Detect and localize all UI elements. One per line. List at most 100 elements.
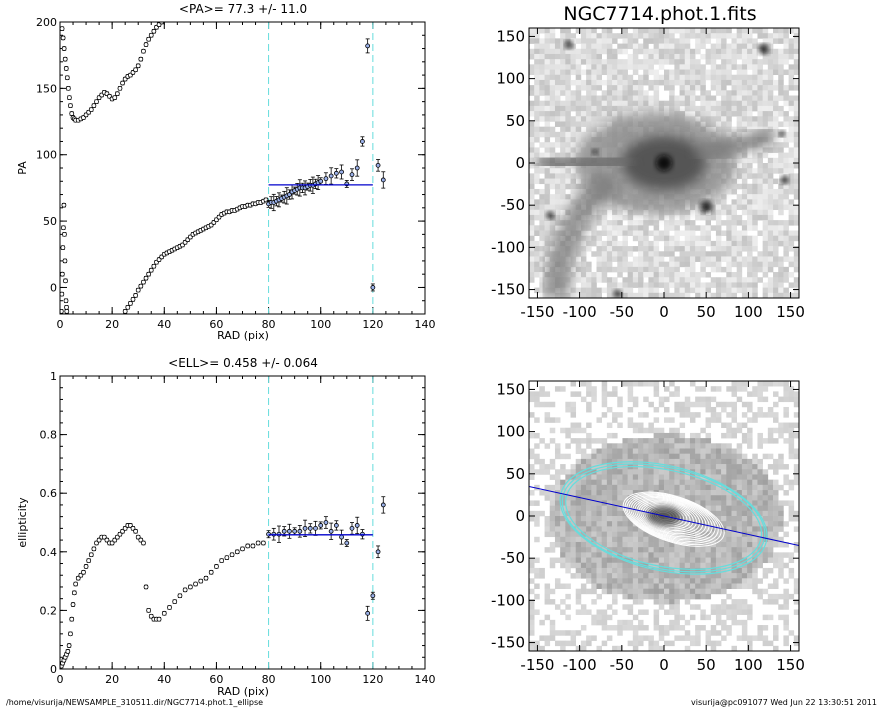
img-bot-pixel bbox=[539, 645, 545, 651]
img-top-pixel bbox=[731, 38, 737, 44]
img-top-pixel bbox=[752, 126, 758, 133]
img-top-pixel bbox=[554, 64, 561, 70]
img-top-pixel bbox=[783, 69, 789, 76]
img-top-pixel bbox=[741, 178, 748, 185]
img-bot-pixel bbox=[601, 479, 608, 486]
img-top-pixel bbox=[700, 53, 706, 60]
img-bot-pixel bbox=[549, 599, 556, 605]
img-top-pixel bbox=[658, 33, 665, 39]
img-top-pixel bbox=[560, 194, 566, 200]
img-top-pixel bbox=[715, 246, 722, 252]
img-top-pixel bbox=[570, 64, 577, 70]
img-top-pixel bbox=[762, 173, 769, 179]
img-top-pixel bbox=[726, 69, 732, 76]
img-bot-pixel bbox=[658, 562, 665, 569]
img-bot-pixel bbox=[570, 391, 577, 397]
img-top-pixel bbox=[783, 28, 789, 34]
img-top-pixel bbox=[570, 126, 577, 133]
img-top-pixel bbox=[648, 33, 654, 39]
img-bot-pixel bbox=[544, 583, 551, 589]
img-top-pixel bbox=[554, 214, 561, 221]
img-bot-pixel bbox=[674, 541, 680, 548]
img-top-pixel bbox=[726, 251, 732, 257]
img-top-pixel bbox=[710, 95, 717, 101]
img-bot-pixel bbox=[601, 552, 608, 558]
img-bot-pixel bbox=[554, 531, 561, 538]
img-bot-pixel bbox=[658, 458, 665, 465]
img-bot-pixel bbox=[638, 469, 644, 475]
img-bot-pixel bbox=[627, 583, 634, 589]
img-bot-pixel bbox=[591, 583, 597, 589]
pa-x-tick-label: 40 bbox=[157, 318, 171, 331]
img-top-pixel bbox=[741, 188, 748, 195]
img-top-pixel bbox=[689, 33, 696, 39]
img-top-pixel bbox=[757, 266, 763, 273]
img-top-pixel bbox=[689, 235, 696, 242]
img-top-pixel bbox=[591, 121, 597, 127]
img-bot-pixel bbox=[596, 500, 602, 506]
img-top-pixel bbox=[793, 142, 799, 148]
img-top-pixel bbox=[767, 142, 774, 148]
img-top-pixel bbox=[664, 33, 670, 39]
img-bot-pixel bbox=[700, 386, 706, 392]
img-top-pixel bbox=[736, 64, 743, 70]
img-bot-pixel bbox=[653, 406, 660, 413]
img-top-pixel bbox=[778, 90, 784, 96]
img-top-pixel bbox=[606, 282, 613, 288]
img-bot-pixel bbox=[653, 619, 660, 626]
img-top-star bbox=[591, 149, 598, 156]
img-top-pixel bbox=[596, 246, 602, 252]
img-top-pixel bbox=[586, 235, 592, 242]
img-bot-pixel bbox=[710, 625, 717, 631]
img-bot-pixel bbox=[664, 593, 670, 600]
img-top-pixel bbox=[529, 69, 535, 76]
img-top-pixel bbox=[586, 74, 592, 81]
img-top-pixel bbox=[606, 204, 613, 211]
pa-plot-frame bbox=[59, 21, 426, 315]
img-bot-pixel bbox=[674, 401, 680, 408]
img-top-pixel bbox=[689, 64, 696, 70]
img-top-pixel bbox=[539, 204, 545, 211]
img-bot-pixel bbox=[570, 484, 577, 491]
img-top-pixel bbox=[565, 100, 571, 107]
img-bot-pixel bbox=[705, 406, 712, 413]
img-bot-pixel bbox=[638, 484, 644, 491]
img-top-pixel bbox=[747, 168, 753, 174]
img-bot-pixel bbox=[695, 552, 701, 558]
img-top-pixel bbox=[606, 240, 613, 247]
img-top-pixel bbox=[741, 111, 748, 117]
img-bot-pixel bbox=[591, 562, 597, 569]
img-bot-pixel bbox=[715, 588, 722, 595]
img-top-pixel bbox=[684, 251, 691, 257]
img-bot-pixel bbox=[549, 630, 556, 636]
img-bot-pixel bbox=[664, 640, 670, 647]
img-bot-pixel bbox=[591, 505, 597, 512]
img-top-pixel bbox=[591, 287, 597, 294]
img-bot-pixel bbox=[664, 484, 670, 491]
img-bot-pixel bbox=[648, 458, 654, 465]
img-top-pixel bbox=[596, 235, 602, 242]
img-top-pixel bbox=[679, 95, 686, 101]
img-bot-pixel bbox=[643, 625, 649, 631]
img-top-pixel bbox=[741, 85, 748, 91]
img-top-pixel bbox=[612, 105, 618, 112]
img-top-pixel bbox=[560, 59, 566, 65]
img-top-pixel bbox=[638, 256, 644, 262]
img-top-pixel bbox=[767, 53, 774, 60]
img-top-pixel bbox=[783, 183, 789, 190]
img-bot-pixel bbox=[554, 630, 561, 636]
img-bot-pixel bbox=[586, 422, 592, 429]
img-bot-pixel bbox=[539, 401, 545, 408]
img-bot-pixel bbox=[554, 604, 561, 610]
img-bot-pixel bbox=[674, 484, 680, 491]
img-top-pixel bbox=[726, 59, 732, 65]
img-top-pixel bbox=[570, 178, 577, 185]
img-bot-pixel bbox=[638, 578, 644, 584]
img-bot-pixel bbox=[721, 474, 727, 480]
img-top-pixel bbox=[762, 183, 769, 190]
img-bot-pixel bbox=[617, 619, 623, 626]
img-bot-pixel bbox=[643, 381, 649, 387]
img-top-pixel bbox=[747, 220, 753, 226]
img-top-pixel bbox=[715, 79, 722, 86]
img-bot-pixel bbox=[580, 438, 587, 444]
